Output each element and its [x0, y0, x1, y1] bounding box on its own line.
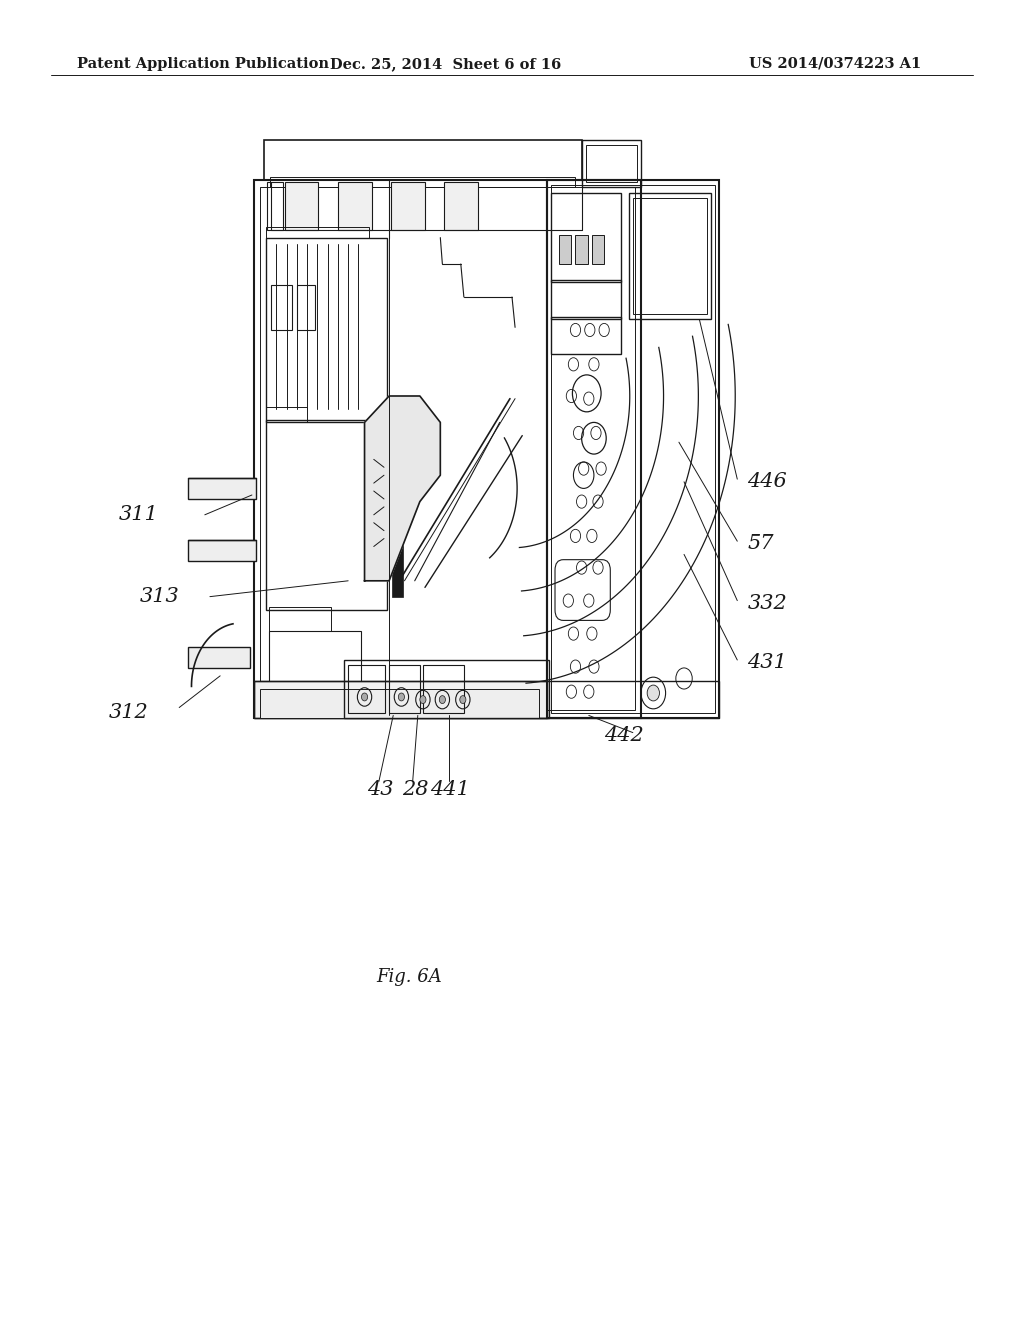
Bar	[266, 407, 307, 422]
Text: 332: 332	[748, 594, 787, 612]
Bar	[266, 420, 387, 610]
Bar	[254, 180, 641, 718]
Bar	[391, 182, 425, 230]
Bar	[270, 177, 575, 187]
Bar	[344, 660, 549, 718]
Bar	[269, 631, 361, 710]
Circle shape	[361, 693, 368, 701]
Bar	[285, 182, 318, 230]
Circle shape	[460, 696, 466, 704]
Text: 442: 442	[604, 726, 644, 744]
Bar	[551, 317, 621, 354]
Bar	[444, 182, 478, 230]
Bar	[633, 198, 707, 314]
Text: 446: 446	[748, 473, 787, 491]
Text: 57: 57	[748, 535, 774, 553]
Bar	[559, 235, 571, 264]
Text: Fig. 6A: Fig. 6A	[377, 968, 442, 986]
Text: 43: 43	[367, 780, 393, 799]
Bar	[188, 647, 250, 668]
Polygon shape	[365, 396, 440, 581]
Text: 441: 441	[430, 780, 470, 799]
Bar	[254, 681, 719, 718]
Circle shape	[647, 685, 659, 701]
Text: 311: 311	[119, 506, 159, 524]
Text: Patent Application Publication: Patent Application Publication	[77, 57, 329, 71]
Bar	[266, 238, 387, 422]
Bar	[389, 665, 420, 713]
Text: 313: 313	[139, 587, 179, 606]
Bar	[423, 665, 464, 713]
Bar	[188, 540, 256, 561]
Bar	[271, 285, 292, 330]
Text: US 2014/0374223 A1: US 2014/0374223 A1	[750, 57, 922, 71]
Bar	[188, 478, 256, 499]
Text: Dec. 25, 2014  Sheet 6 of 16: Dec. 25, 2014 Sheet 6 of 16	[330, 57, 561, 71]
Bar	[547, 180, 719, 718]
Bar	[592, 235, 604, 264]
Bar	[266, 227, 369, 238]
Bar	[338, 182, 372, 230]
Circle shape	[420, 696, 426, 704]
Bar	[575, 235, 588, 264]
Bar	[269, 607, 331, 631]
Bar	[586, 145, 637, 182]
Bar	[392, 502, 403, 597]
Circle shape	[439, 696, 445, 704]
Bar	[267, 182, 283, 230]
Bar	[260, 689, 539, 718]
Text: 28: 28	[402, 780, 429, 799]
Bar	[551, 185, 715, 713]
Bar	[582, 140, 641, 187]
Bar	[297, 285, 315, 330]
Text: 431: 431	[748, 653, 787, 672]
Bar	[551, 193, 621, 282]
Bar	[348, 665, 385, 713]
Bar	[254, 681, 547, 718]
Bar	[551, 280, 621, 319]
Text: 312: 312	[109, 704, 148, 722]
Bar	[629, 193, 711, 319]
Bar	[260, 187, 635, 710]
Circle shape	[398, 693, 404, 701]
Bar	[264, 140, 582, 180]
